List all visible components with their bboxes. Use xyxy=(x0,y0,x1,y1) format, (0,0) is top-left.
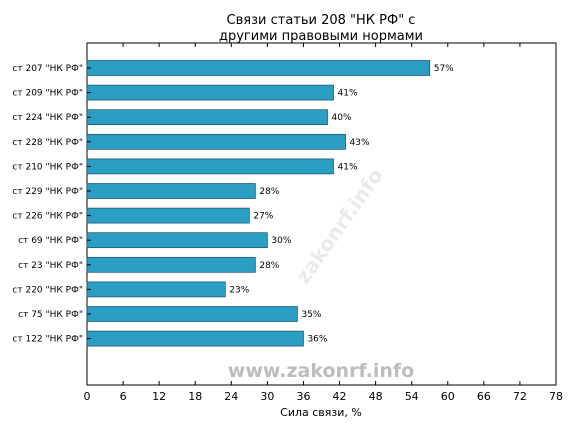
x-tick-label: 36 xyxy=(296,390,310,403)
bar xyxy=(86,60,431,76)
category-label: ст 226 "НК РФ" xyxy=(12,212,83,222)
x-tick-label: 24 xyxy=(224,390,238,403)
x-tick-label: 6 xyxy=(120,390,127,403)
x-tick-label: 60 xyxy=(441,390,455,403)
x-axis-ticks: 0 6 12 18 24 30 36 42 48 54 60 66 72 78 xyxy=(84,43,563,403)
value-label: 40% xyxy=(332,113,352,123)
category-label: ст 228 "НК РФ" xyxy=(12,138,83,148)
x-tick-label: 30 xyxy=(260,390,274,403)
x-tick-label: 18 xyxy=(188,390,202,403)
bar xyxy=(86,306,298,322)
bar xyxy=(86,207,250,224)
category-label: ст 220 "НК РФ" xyxy=(12,285,83,295)
bar xyxy=(86,158,334,175)
diagonal-watermark: zakonrf.info xyxy=(291,164,388,288)
bar xyxy=(86,281,226,298)
category-label: ст 229 "НК РФ" xyxy=(12,187,83,197)
x-tick-label: 66 xyxy=(477,390,491,403)
category-label: ст 224 "НК РФ" xyxy=(12,113,83,123)
value-label: 28% xyxy=(259,261,279,271)
bar xyxy=(86,183,256,199)
value-label: 41% xyxy=(338,162,358,172)
value-label: 57% xyxy=(434,64,454,74)
value-label: 36% xyxy=(307,335,327,345)
category-label: ст 69 "НК РФ" xyxy=(18,236,83,246)
bar xyxy=(86,84,334,101)
x-axis-label: Сила связи, % xyxy=(280,406,362,419)
watermark: www.zakonrf.info xyxy=(228,360,414,382)
value-label: 28% xyxy=(259,187,279,197)
category-label: ст 209 "НК РФ" xyxy=(12,89,83,99)
chart-title-line-2: другими правовыми нормами xyxy=(219,29,423,44)
x-tick-label: 12 xyxy=(152,390,166,403)
x-tick-label: 78 xyxy=(549,390,563,403)
category-label: ст 210 "НК РФ" xyxy=(12,162,83,172)
value-label: 30% xyxy=(271,236,291,246)
x-tick-label: 42 xyxy=(333,390,347,403)
x-tick-label: 48 xyxy=(369,390,383,403)
bar xyxy=(86,256,256,273)
value-label: 27% xyxy=(253,212,273,222)
category-label: ст 75 "НК РФ" xyxy=(18,310,83,320)
bars-layer: ст 207 "НК РФ" 57% ст 209 "НК РФ" 41% ст 224… xyxy=(12,60,454,347)
value-label: 23% xyxy=(229,285,249,295)
x-tick-label: 0 xyxy=(84,390,91,403)
chart-title-line-1: Связи статьи 208 "НК РФ" с xyxy=(227,13,416,28)
category-label: ст 122 "НК РФ" xyxy=(12,335,83,345)
value-label: 43% xyxy=(350,138,370,148)
bar xyxy=(86,232,268,249)
bar xyxy=(86,330,304,347)
bar xyxy=(86,109,328,126)
category-label: ст 207 "НК РФ" xyxy=(12,64,83,74)
category-label: ст 23 "НК РФ" xyxy=(18,261,83,271)
value-label: 35% xyxy=(301,310,321,320)
value-label: 41% xyxy=(338,89,358,99)
bar xyxy=(86,133,346,150)
x-tick-label: 54 xyxy=(405,390,419,403)
x-tick-label: 72 xyxy=(513,390,527,403)
